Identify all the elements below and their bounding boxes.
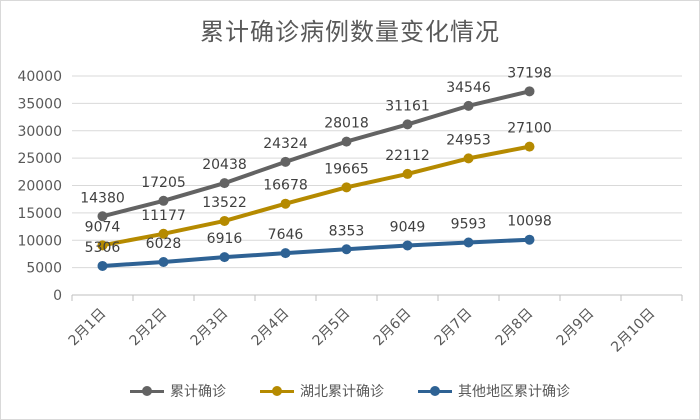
data-label: 17205 [141, 175, 186, 191]
data-label: 14380 [80, 190, 125, 206]
data-point[interactable] [219, 215, 230, 226]
series-line-2 [100, 237, 532, 268]
data-label: 16678 [263, 178, 308, 194]
y-tick-label: 5000 [26, 261, 62, 277]
data-point[interactable] [402, 168, 413, 179]
data-point[interactable] [524, 141, 535, 152]
x-tick-label: 2月3日 [188, 306, 232, 350]
data-point[interactable] [280, 248, 291, 259]
x-tick-label: 2月10日 [608, 306, 658, 356]
data-point[interactable] [463, 153, 474, 164]
legend-swatch-other-regions [418, 386, 452, 396]
data-label: 13522 [202, 195, 247, 211]
data-label: 9074 [85, 219, 121, 235]
legend-label-cumulative: 累计确诊 [170, 384, 226, 400]
data-point[interactable] [402, 119, 413, 130]
gridlines [72, 75, 682, 269]
legend-item-cumulative[interactable]: 累计确诊 [130, 381, 226, 401]
data-point[interactable] [463, 100, 474, 111]
y-tick-label: 15000 [17, 206, 62, 222]
data-label: 6916 [207, 231, 243, 247]
x-tick-label: 2月9日 [554, 306, 598, 350]
y-tick-label: 20000 [17, 179, 62, 195]
data-label: 9049 [390, 219, 426, 235]
data-point[interactable] [524, 86, 535, 97]
y-tick-label: 10000 [17, 233, 62, 249]
y-tick-label: 25000 [17, 151, 62, 167]
data-label: 8353 [329, 223, 365, 239]
legend: 累计确诊 湖北累计确诊 其他地区累计确诊 [0, 381, 700, 401]
data-label: 20438 [202, 157, 247, 173]
data-point[interactable] [97, 240, 108, 251]
data-label: 7646 [268, 227, 304, 243]
y-tick-label: 40000 [17, 69, 62, 85]
data-label: 27100 [507, 121, 552, 137]
data-label: 24324 [263, 136, 308, 152]
series-line-0 [100, 89, 532, 219]
data-point[interactable] [97, 211, 108, 222]
y-tick-label: 30000 [17, 124, 62, 140]
x-tick-label: 2月2日 [127, 306, 171, 350]
data-point[interactable] [158, 228, 169, 239]
data-labels: 14380 17205 20438 24324 28018 31161 34546 37198… [80, 65, 552, 256]
data-label: 5306 [85, 240, 121, 256]
data-point[interactable] [463, 237, 474, 248]
data-point[interactable] [280, 156, 291, 167]
data-label: 19665 [324, 161, 369, 177]
legend-label-other-regions: 其他地区累计确诊 [458, 384, 570, 400]
data-label: 28018 [324, 116, 369, 132]
legend-swatch-hubei [260, 386, 294, 396]
data-point[interactable] [219, 178, 230, 189]
y-tick-label: 0 [53, 288, 62, 304]
x-tick-label: 2月1日 [66, 306, 110, 350]
data-point[interactable] [158, 195, 169, 206]
x-tick-label: 2月4日 [249, 306, 293, 350]
y-tick-label: 35000 [17, 96, 62, 112]
series-lines [97, 86, 535, 271]
chart-title: 累计确诊病例数量变化情况 [200, 18, 500, 46]
data-label: 9593 [451, 216, 487, 232]
x-tick-label: 2月5日 [310, 306, 354, 350]
legend-label-hubei: 湖北累计确诊 [300, 384, 384, 400]
data-point[interactable] [158, 256, 169, 267]
data-label: 10098 [507, 214, 552, 230]
legend-item-hubei[interactable]: 湖北累计确诊 [260, 381, 384, 401]
x-tick-label: 2月8日 [493, 306, 537, 350]
data-label: 31161 [385, 98, 430, 114]
data-point[interactable] [219, 252, 230, 263]
data-label: 11177 [141, 208, 186, 224]
data-label: 34546 [446, 80, 491, 96]
data-label: 22112 [385, 148, 430, 164]
data-point[interactable] [341, 244, 352, 255]
data-point[interactable] [341, 136, 352, 147]
data-point[interactable] [341, 182, 352, 193]
legend-swatch-cumulative [130, 386, 164, 396]
series-line-1 [100, 144, 532, 248]
data-point[interactable] [97, 260, 108, 271]
legend-item-other-regions[interactable]: 其他地区累计确诊 [418, 381, 570, 401]
data-label: 37198 [507, 65, 552, 81]
data-label: 24953 [446, 132, 491, 148]
data-point[interactable] [280, 198, 291, 209]
x-tick-label: 2月7日 [432, 306, 476, 350]
data-point[interactable] [524, 234, 535, 245]
x-tick-label: 2月6日 [371, 306, 415, 350]
data-point[interactable] [402, 240, 413, 251]
data-label: 6028 [146, 236, 182, 252]
